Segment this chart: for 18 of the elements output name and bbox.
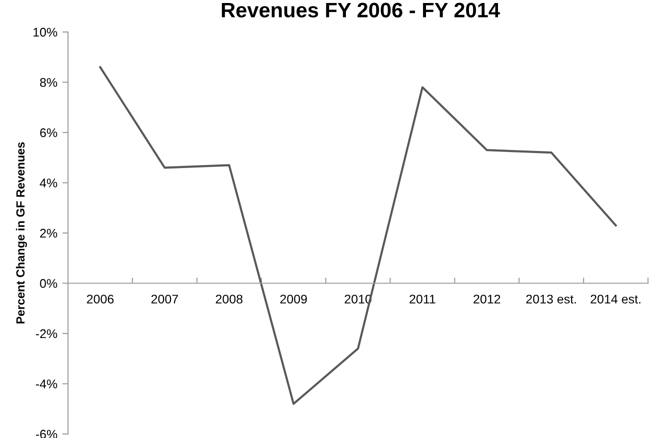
y-tick-label: 8% — [40, 78, 58, 87]
x-tick-label: 2012 — [474, 294, 500, 304]
y-tick-label: 6% — [40, 128, 58, 138]
y-tick-label: -4% — [36, 380, 58, 388]
x-tick-label: 2006 — [86, 294, 114, 304]
chart-title: Revenues FY 2006 - FY 2014 — [222, 2, 500, 18]
x-tick-label: 2014 est. — [590, 294, 640, 304]
x-tick-label: 2009 — [280, 294, 307, 304]
y-tick-label: -2% — [36, 329, 58, 338]
y-tick-label: 10% — [34, 28, 58, 37]
y-axis-title: Percent Change in GF Revenues — [16, 142, 28, 324]
y-tick-label: 0% — [40, 279, 58, 288]
x-tick-label: 2011 — [410, 294, 436, 304]
y-tick-label: 2% — [40, 228, 58, 238]
x-tick-label: 2008 — [216, 294, 242, 304]
x-tick-label: 2007 — [151, 294, 178, 304]
y-tick-label: 4% — [40, 178, 58, 188]
x-tick-label: 2013 est. — [526, 294, 576, 304]
